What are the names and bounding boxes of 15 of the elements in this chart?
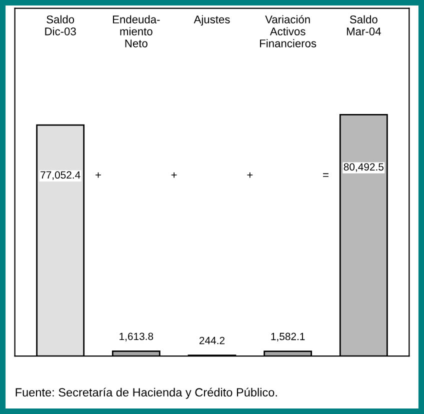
annotation: + (247, 172, 253, 178)
x-tick-label: Ajustes (194, 15, 230, 26)
x-tick-label: Saldo Dic-03 (45, 15, 76, 36)
source-note: Fuente: Secretaría de Hacienda y Crédito Público. (16, 388, 277, 399)
data-label: 1,582.1 (271, 332, 305, 342)
x-tick-label: Variación Activos Financieros (260, 15, 316, 48)
annotation: = (323, 173, 328, 177)
annotation: + (96, 172, 101, 178)
data-label: 1,613.8 (120, 332, 154, 342)
data-label: 77,052.4 (40, 171, 80, 180)
data-label: 244.2 (199, 336, 225, 344)
annotation: + (171, 172, 177, 178)
data-label: 80,492.5 (344, 163, 384, 172)
x-tick-label: Endeuda- miento Neto (112, 15, 160, 48)
x-tick-label: Saldo Mar-04 (346, 15, 381, 36)
